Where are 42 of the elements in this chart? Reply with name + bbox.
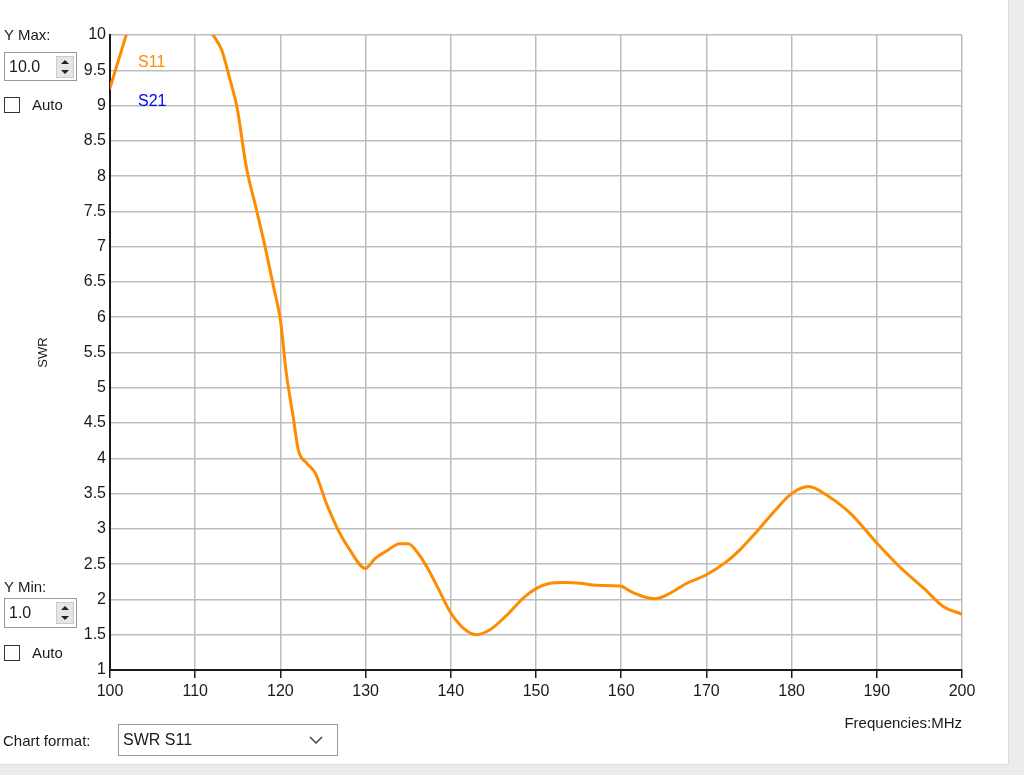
y-tick-label: 7 (97, 237, 107, 255)
x-tick-label: 110 (182, 682, 209, 700)
x-tick-label: 140 (437, 682, 465, 700)
y-tick-label: 4 (97, 448, 107, 466)
legend-label: S21 (138, 92, 167, 110)
dropdown-field: SWR S11 (118, 724, 338, 756)
text: Chart format: (3, 732, 91, 750)
x-tick-label: 160 (607, 682, 635, 700)
y-tick-label: 2.5 (83, 554, 107, 572)
y-tick-label: 1.5 (83, 625, 107, 643)
y-axis-title: SWR (35, 337, 51, 368)
y-tick-label: 4.5 (83, 413, 107, 431)
y-tick-label: 8 (97, 166, 107, 184)
y-tick-label: 8.5 (83, 131, 107, 149)
y-tick-label: 9 (97, 95, 107, 113)
x-tick-label: 150 (522, 682, 550, 700)
text: Y Max: (4, 26, 51, 44)
x-tick-label: 180 (778, 682, 806, 700)
number-field: 10.0 (4, 52, 77, 81)
y-tick-label: 5 (97, 378, 107, 396)
text: Auto (32, 644, 63, 662)
y-tick-label: 7.5 (83, 201, 107, 219)
text: Y Min: (4, 578, 47, 596)
x-tick-label: 190 (863, 682, 891, 700)
y-tick-label: 3 (97, 519, 107, 537)
x-tick-label: 120 (267, 682, 294, 700)
y-tick-label: 5.5 (83, 342, 107, 360)
y-tick-label: 1 (97, 660, 107, 678)
x-tick-label: 100 (96, 682, 124, 700)
x-tick-label: 130 (352, 682, 380, 700)
y-tick-label: 2 (97, 589, 107, 607)
y-tick-label: 6 (97, 307, 107, 325)
number-field: 1.0 (4, 598, 77, 628)
x-tick-label: 200 (948, 682, 976, 700)
series-label: S11 (138, 53, 166, 71)
y-tick-label: 6.5 (83, 272, 107, 290)
y-tick-label: 10 (88, 25, 107, 43)
x-axis-title: Frequencies:MHz (844, 714, 962, 732)
x-tick-label: 170 (693, 682, 720, 700)
y-tick-label: 9.5 (83, 60, 107, 78)
y-tick-label: 3.5 (83, 484, 107, 502)
text: Auto (32, 96, 63, 114)
